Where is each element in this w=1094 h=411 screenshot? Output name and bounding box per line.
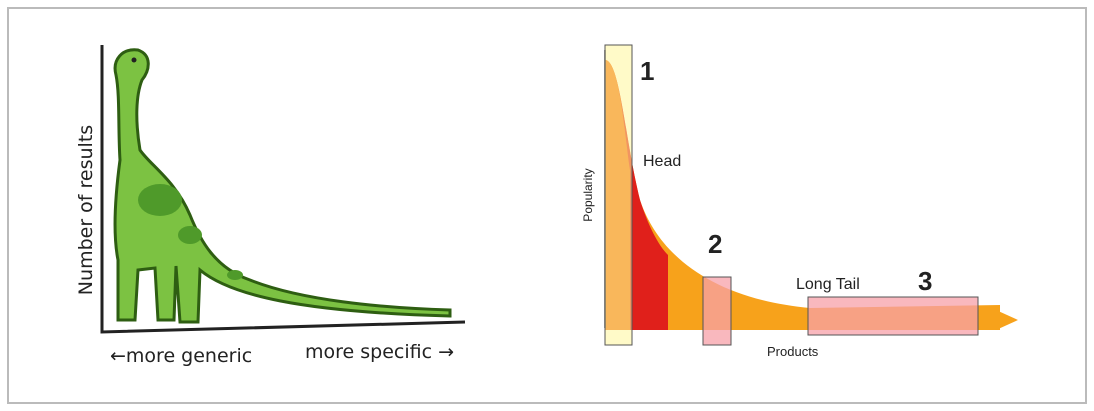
x-label: Products [767,344,819,359]
head-label: Head [643,153,681,170]
marker-3: 3 [918,266,932,296]
marker-1: 1 [640,56,654,86]
long-tail-label: Long Tail [796,276,860,293]
y-label: Popularity [581,168,595,221]
x-right-label: more specific → [305,341,454,363]
box-1 [605,45,632,345]
marker-2: 2 [708,229,722,259]
illustration: Number of results ←more generic more spe… [0,0,1094,411]
spot [178,226,202,244]
y-label: Number of results [75,125,97,295]
box-2 [703,277,731,345]
eye [132,58,137,63]
page: Number of results ←more generic more spe… [0,0,1094,411]
box-3 [808,297,978,335]
spot [138,184,182,216]
x-left-label: ←more generic [110,345,252,367]
spot [227,270,243,280]
